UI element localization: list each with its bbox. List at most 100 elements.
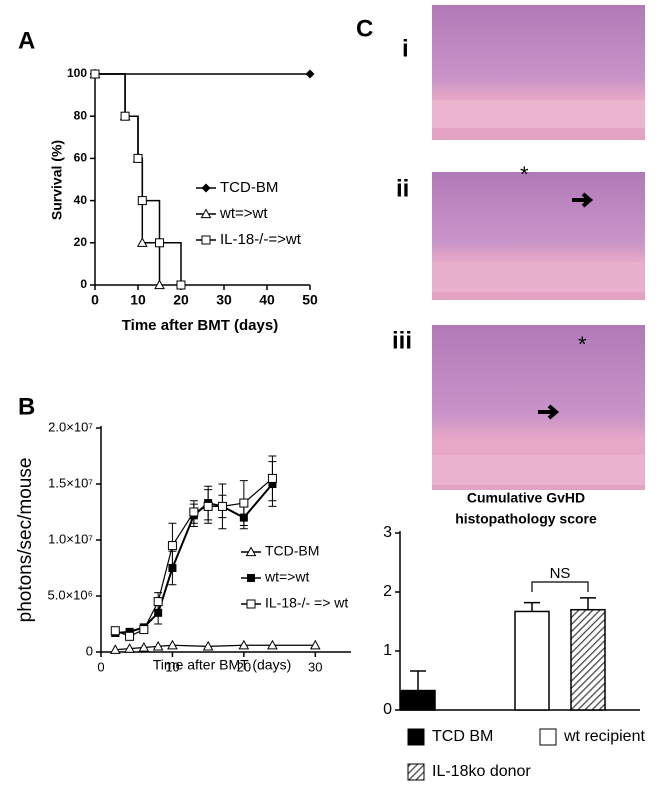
legend-label: TCD-BM bbox=[220, 179, 278, 196]
histology-images bbox=[432, 5, 645, 490]
marker bbox=[189, 507, 199, 517]
chart-title: Cumulative GvHD bbox=[467, 490, 585, 506]
y-tick-label: 80 bbox=[74, 108, 88, 122]
muscle-layer bbox=[432, 100, 645, 128]
legend-swatch bbox=[407, 728, 425, 746]
legend-label: wt=>wt bbox=[219, 205, 268, 222]
marker bbox=[200, 208, 212, 219]
marker bbox=[120, 111, 130, 121]
legend-label: IL-18ko donor bbox=[432, 763, 531, 780]
y-tick-label: 2 bbox=[383, 583, 392, 600]
y-tick-label: 40 bbox=[74, 193, 88, 207]
marker bbox=[239, 498, 249, 508]
marker bbox=[247, 574, 255, 582]
x-tick-label: 30 bbox=[216, 292, 232, 308]
marker bbox=[201, 235, 211, 245]
marker bbox=[246, 599, 256, 609]
y-tick-label: 20 bbox=[74, 235, 88, 249]
y-tick-label: 1.5×10⁷ bbox=[48, 475, 93, 490]
y-tick-label: 1 bbox=[383, 642, 392, 659]
y-tick-label: 2.0×10⁷ bbox=[48, 419, 93, 434]
y-tick-label: 5.0×10⁶ bbox=[48, 587, 93, 602]
legend-label: TCD-BM bbox=[265, 543, 319, 559]
x-tick-label: 10 bbox=[130, 292, 146, 308]
series-line bbox=[115, 477, 273, 637]
marker bbox=[153, 597, 163, 607]
panel-label: B bbox=[18, 393, 35, 420]
marker bbox=[133, 153, 143, 163]
y-tick-label: 1.0×10⁷ bbox=[48, 531, 93, 546]
marker bbox=[238, 639, 250, 650]
annotation: * bbox=[520, 162, 529, 187]
marker bbox=[90, 69, 100, 79]
marker bbox=[167, 639, 178, 650]
x-axis-label: Time after BMT (days) bbox=[153, 657, 291, 673]
x-tick-label: 50 bbox=[302, 292, 318, 308]
arrow bbox=[538, 404, 560, 420]
bar bbox=[514, 610, 550, 711]
bar bbox=[400, 689, 436, 711]
marker bbox=[137, 196, 147, 206]
series-line bbox=[115, 483, 274, 634]
marker bbox=[152, 640, 164, 651]
annotation: NS bbox=[550, 565, 571, 582]
panel-label: A bbox=[18, 27, 35, 54]
legend-label: IL-18-/- => wt bbox=[265, 595, 348, 611]
legend-label: wt=>wt bbox=[264, 569, 309, 585]
y-tick-label: 0 bbox=[80, 277, 87, 291]
y-axis-label: photons/sec/mouse bbox=[15, 458, 36, 623]
marker bbox=[267, 473, 277, 483]
marker bbox=[217, 501, 227, 511]
y-tick-label: 0 bbox=[383, 701, 392, 718]
error-bar bbox=[410, 670, 426, 691]
marker bbox=[202, 640, 214, 651]
marker bbox=[110, 626, 120, 636]
significance-bracket bbox=[531, 581, 589, 592]
error-bar bbox=[580, 597, 596, 610]
marker bbox=[176, 280, 186, 290]
legend-swatch bbox=[539, 728, 557, 746]
image-label: iii bbox=[392, 327, 412, 354]
marker bbox=[138, 641, 150, 652]
x-tick-label: 20 bbox=[173, 292, 189, 308]
marker bbox=[203, 501, 213, 511]
y-tick-label: 0 bbox=[86, 643, 93, 658]
x-tick-label: 10 bbox=[165, 659, 179, 674]
x-tick-label: 0 bbox=[91, 292, 99, 308]
marker bbox=[136, 237, 148, 247]
x-tick-label: 30 bbox=[308, 659, 322, 674]
legend-label: IL-18-/-=>wt bbox=[220, 231, 302, 248]
panel-label: C bbox=[356, 15, 373, 42]
legend-swatch bbox=[407, 763, 425, 781]
marker bbox=[124, 643, 135, 653]
x-tick-label: 40 bbox=[259, 292, 275, 308]
marker bbox=[267, 639, 278, 650]
muscle-layer bbox=[432, 262, 645, 292]
image-label: ii bbox=[396, 175, 409, 202]
x-tick-label: 0 bbox=[97, 659, 104, 674]
marker bbox=[154, 279, 165, 290]
marker bbox=[139, 625, 149, 635]
marker bbox=[154, 608, 163, 617]
error-bar bbox=[524, 601, 540, 612]
legend-label: TCD BM bbox=[432, 728, 493, 745]
legend-label: wt recipient bbox=[563, 728, 645, 745]
marker bbox=[155, 238, 164, 248]
image-label: i bbox=[402, 35, 409, 62]
y-tick-label: 100 bbox=[67, 66, 87, 80]
y-axis-label: Survival (%) bbox=[49, 140, 65, 220]
marker bbox=[125, 631, 135, 641]
muscle-layer bbox=[432, 455, 645, 485]
marker bbox=[305, 69, 315, 79]
survival-line bbox=[95, 73, 161, 285]
marker bbox=[201, 183, 211, 193]
marker bbox=[245, 546, 257, 557]
annotation: * bbox=[578, 332, 587, 357]
y-tick-label: 3 bbox=[383, 524, 392, 541]
chart-title: histopathology score bbox=[455, 511, 597, 527]
x-tick-label: 20 bbox=[237, 659, 251, 674]
marker bbox=[167, 541, 177, 551]
marker bbox=[109, 644, 121, 654]
survival-line bbox=[95, 73, 182, 285]
